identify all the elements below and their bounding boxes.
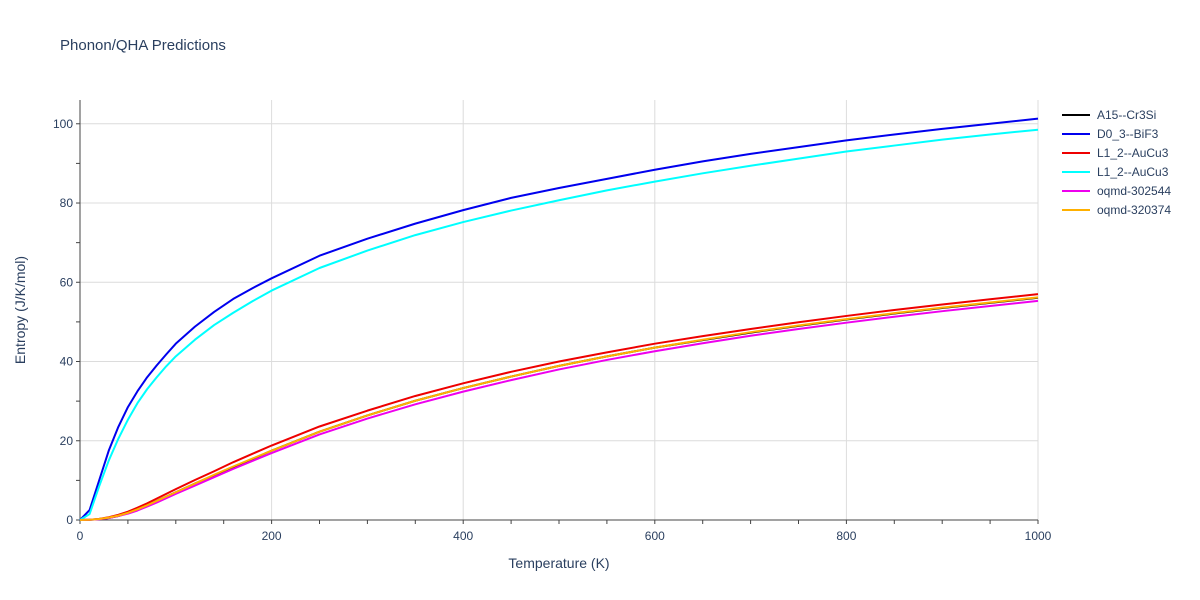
x-tick-label: 400	[453, 529, 473, 543]
series-line-1	[79, 117, 1039, 521]
y-tick-label: 20	[60, 434, 74, 448]
series-line-0	[79, 296, 1039, 521]
legend-entry: oqmd-320374	[1097, 203, 1171, 217]
legend: A15--Cr3Si D0_3--BiF3 L1_2--AuCu3 L1_2--AuC…	[1062, 108, 1171, 217]
x-tick-label: 800	[836, 529, 856, 543]
x-tick-label: 1000	[1025, 529, 1052, 543]
axes: 0 200 400 600 800 1000 0 20 40 60 80 100	[53, 100, 1052, 543]
y-tick-label: 60	[60, 275, 74, 289]
legend-entry: L1_2--AuCu3	[1097, 146, 1169, 160]
x-tick-label: 200	[262, 529, 282, 543]
y-tick-label: 40	[60, 355, 74, 369]
series-line-5	[79, 296, 1039, 521]
legend-entry: L1_2--AuCu3	[1097, 165, 1169, 179]
y-axis-title: Entropy (J/K/mol)	[12, 256, 28, 364]
x-axis-title: Temperature (K)	[508, 555, 609, 571]
y-tick-label: 100	[53, 117, 73, 131]
legend-entry: oqmd-302544	[1097, 184, 1171, 198]
x-tick-label: 0	[77, 529, 84, 543]
series-line-2	[79, 293, 1039, 521]
series-lines	[79, 117, 1039, 521]
y-tick-label: 0	[66, 513, 73, 527]
legend-entry: A15--Cr3Si	[1097, 108, 1156, 122]
y-tick-label: 80	[60, 196, 74, 210]
series-line-4	[79, 299, 1039, 521]
chart-title: Phonon/QHA Predictions	[60, 37, 226, 54]
series-line-3	[79, 128, 1039, 521]
x-tick-label: 600	[645, 529, 665, 543]
legend-entry: D0_3--BiF3	[1097, 127, 1159, 141]
